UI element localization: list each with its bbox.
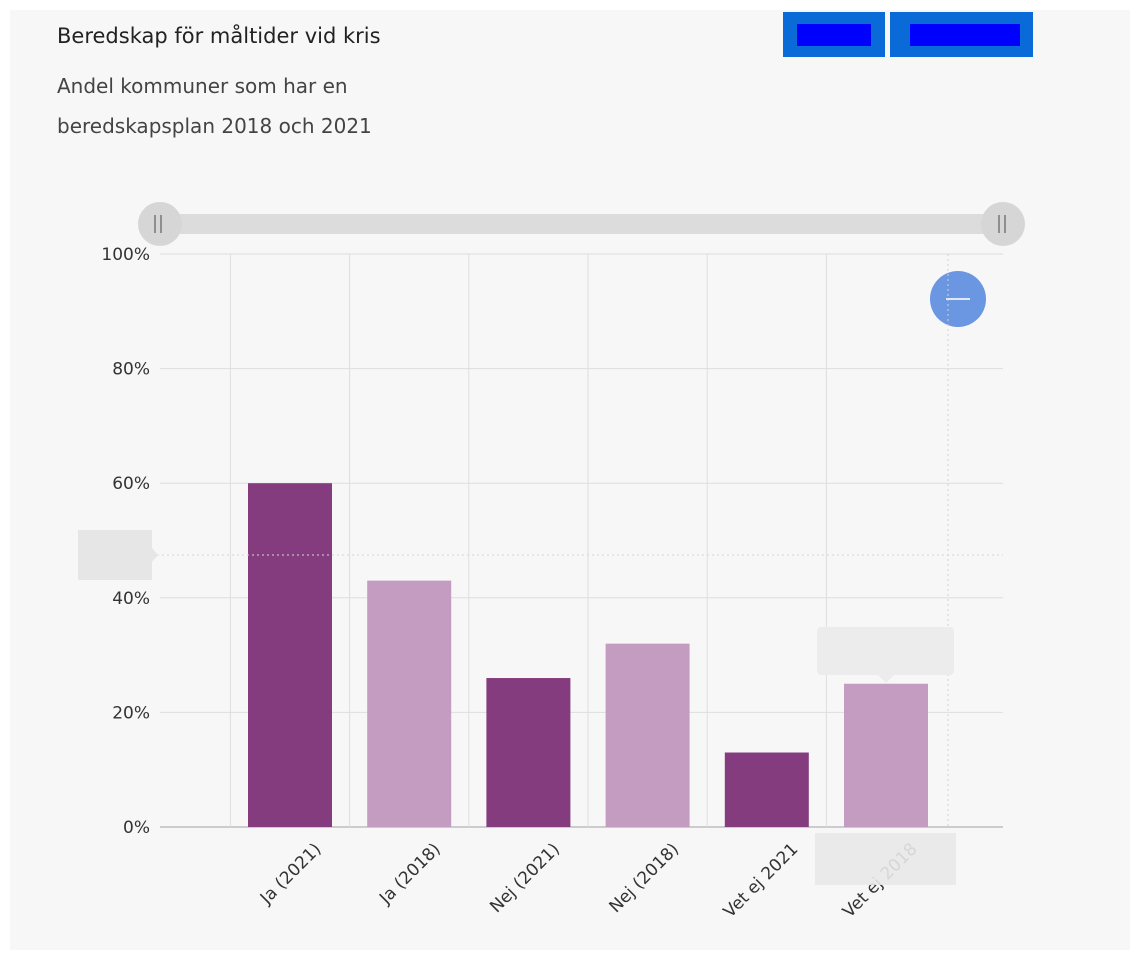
x-tick-label: Ja (2018) (375, 839, 445, 909)
bar[interactable] (724, 752, 809, 827)
zoom-out-button[interactable] (930, 271, 986, 327)
x-tick-label: Nej (2018) (605, 839, 683, 917)
x-tick-label: Ja (2021) (256, 839, 326, 909)
toolbar-button-2[interactable] (890, 12, 1033, 57)
x-tick-label: Nej (2021) (486, 839, 564, 917)
range-slider-right-handle[interactable] (981, 202, 1025, 246)
y-tick-label: 40% (112, 589, 150, 609)
y-tick-label: 0% (123, 818, 150, 838)
redacted-label (797, 24, 871, 46)
x-axis-pointer-label (815, 833, 956, 885)
y-tick-label: 80% (112, 360, 150, 380)
y-tick-label: 100% (101, 245, 150, 265)
x-tick-label: Vet ej 2021 (720, 839, 803, 922)
chart-subtitle: Andel kommuner som har en beredskapsplan… (57, 74, 372, 138)
tooltip-arrow (878, 675, 894, 683)
bar[interactable] (486, 678, 571, 827)
redacted-label (910, 24, 1020, 46)
toolbar-button-1[interactable] (783, 12, 885, 57)
bar[interactable] (844, 683, 928, 827)
tooltip (817, 627, 954, 675)
bar[interactable] (605, 643, 690, 827)
range-slider-left-handle[interactable] (138, 202, 182, 246)
y-tick-label: 20% (112, 703, 150, 723)
y-tick-label: 60% (112, 474, 150, 494)
range-slider-track[interactable] (160, 214, 1005, 234)
bar[interactable] (248, 483, 332, 827)
axis-pointer-arrow (152, 548, 158, 562)
bar[interactable] (367, 580, 452, 827)
axis-pointer-label (78, 530, 152, 580)
chart-title: Beredskap för måltider vid kris (57, 24, 381, 48)
